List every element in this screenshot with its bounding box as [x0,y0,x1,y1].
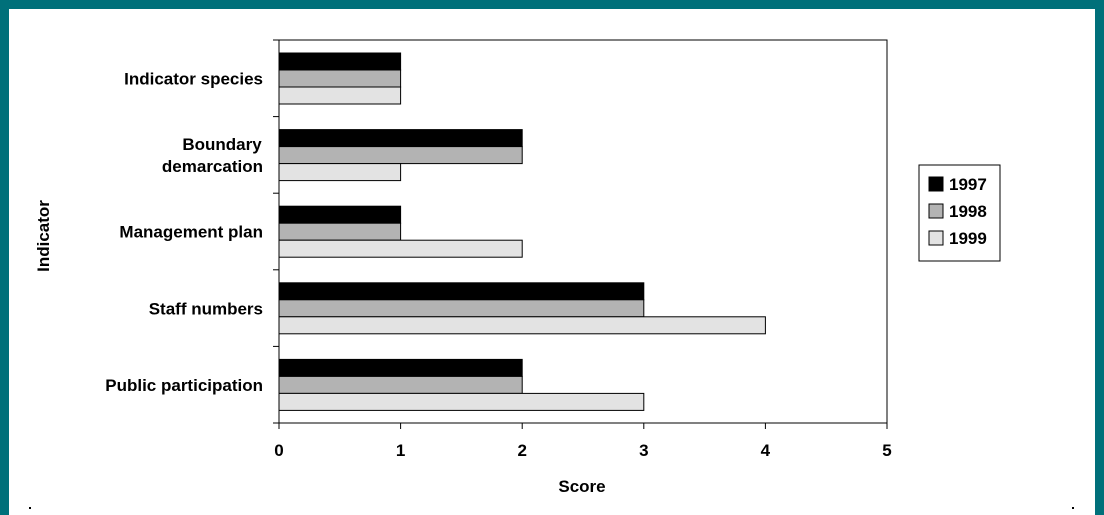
legend-label-1997: 1997 [949,175,987,194]
legend-swatch-1998 [928,203,944,219]
bar-1999-4 [278,392,645,411]
bar-1998-1 [278,146,523,165]
category-label: Management plan [119,223,263,242]
bar-1999-0 [278,86,402,105]
bar-1999-3 [278,316,766,335]
legend: 1997 1998 1999 [918,164,1001,262]
axes-group [29,39,1074,509]
bar-1999-2 [278,239,523,258]
frame-top-border [0,0,1104,9]
bar-1997-1 [278,129,523,148]
legend-label-1998: 1998 [949,202,987,221]
bar-1997-2 [278,205,402,224]
legend-label-1999: 1999 [949,229,987,248]
bar-1997-4 [278,358,523,377]
x-tick-label: 3 [639,441,648,460]
y-axis-title: Indicator [34,200,53,272]
category-label: Public participation [105,376,263,395]
category-label: Staff numbers [149,299,263,318]
x-tick-label: 1 [396,441,405,460]
legend-swatch-1997 [928,176,944,192]
bar-1998-3 [278,299,645,318]
x-tick-label: 2 [517,441,526,460]
bar-1997-0 [278,52,402,71]
category-label: Boundary [182,135,262,154]
legend-swatch-1999 [928,230,944,246]
bar-1999-1 [278,163,402,182]
bar-1998-4 [278,375,523,394]
x-tick-label: 0 [274,441,283,460]
corner-mark [1072,507,1074,509]
frame-right-border [1095,0,1104,515]
category-label: Indicator species [124,70,263,89]
bar-1998-0 [278,69,402,88]
x-axis-title: Score [558,477,605,496]
bars-group [278,52,766,411]
bar-1997-3 [278,282,645,301]
labels-group: Indicator species Boundary demarcation Mana… [105,70,891,461]
frame-left-border [0,0,9,515]
x-tick-label: 5 [882,441,891,460]
bar-1998-2 [278,222,402,241]
x-tick-label: 4 [761,441,771,460]
category-label: demarcation [162,157,263,176]
corner-mark [29,507,31,509]
